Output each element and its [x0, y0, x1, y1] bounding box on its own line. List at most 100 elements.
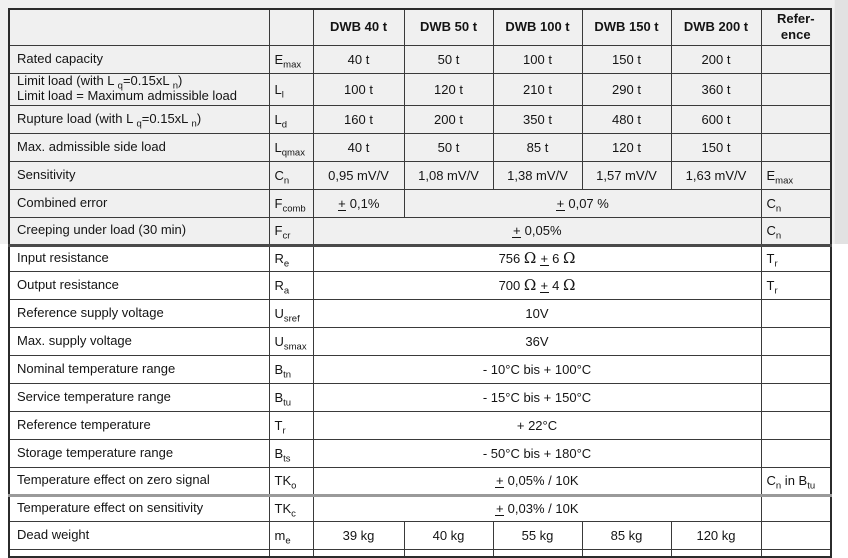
value-cell: 100 t [312, 72, 405, 106]
col-header-dwb-200-t: DWB 200 t [670, 8, 762, 46]
row-combined-error: Combined error Fcomb + 0,1% + 0,07 % Cn [8, 188, 832, 218]
plus-minus-sign: + [539, 277, 549, 293]
reference-cell [760, 493, 832, 522]
symbol-cell: Ra [268, 270, 314, 300]
row-label: Rupture load (with L q=0.15xL n) [8, 104, 270, 134]
value-cell: 0,95 mV/V [312, 160, 405, 190]
cutoff-cell [760, 548, 832, 558]
reference-cell [760, 520, 832, 550]
value-cell: 360 t [670, 72, 762, 106]
subscript: n [191, 118, 197, 130]
value-cell: 100 t [492, 44, 583, 74]
reference-cell: Cn [760, 216, 832, 246]
ohm-sign: Ω [523, 249, 537, 267]
symbol-cell: TKo [268, 466, 314, 496]
plus-minus-sign: + [495, 501, 505, 516]
subscript: max [283, 59, 302, 71]
value-cell: + 0,1% [312, 188, 405, 218]
spec-table: DWB 40 t DWB 50 t DWB 100 t DWB 150 t DWB 20… [8, 8, 832, 558]
page-right-margin [834, 0, 848, 244]
value-cell: + 22°C [312, 410, 762, 440]
row-input-resistance: Input resistance Re 756 Ω + 6 Ω Tr [8, 243, 832, 272]
subscript: qmax [281, 147, 305, 159]
plus-minus-sign: + [556, 195, 565, 211]
subscript: smax [283, 341, 307, 353]
value-cell: + 0,07 % [403, 188, 762, 218]
reference-cell [760, 44, 832, 74]
reference-cell [760, 132, 832, 162]
row-side-load: Max. admissible side load Lqmax 40 t 50 t 85… [8, 132, 832, 162]
row-label: Reference supply voltage [8, 298, 270, 328]
subscript: o [291, 480, 297, 492]
reference-cell [760, 72, 832, 106]
reference-cell [760, 354, 832, 384]
value-cell: 85 kg [581, 520, 672, 550]
reference-cell [760, 298, 832, 328]
value-cell: 150 t [670, 132, 762, 162]
subscript: tu [283, 397, 292, 409]
symbol-cell: Tr [268, 410, 314, 440]
row-output-resistance: Output resistance Ra 700 Ω + 4 Ω Tr [8, 270, 832, 300]
subscript: sref [283, 313, 300, 325]
value-cell: 210 t [492, 72, 583, 106]
row-creeping: Creeping under load (30 min) Fcr + 0,05% Cn [8, 216, 832, 246]
subscript: ts [283, 453, 291, 465]
symbol-cell: Cn [268, 160, 314, 190]
row-label: Max. admissible side load [8, 132, 270, 162]
ohm-sign: Ω [563, 249, 576, 267]
symbol-cell: Fcomb [268, 188, 314, 218]
cutoff-cell [670, 548, 762, 558]
subscript: n [775, 203, 782, 215]
row-tk-sensitivity: Temperature effect on sensitivity TKc + 0,… [8, 493, 832, 522]
subscript: max [775, 175, 794, 187]
cutoff-row [8, 548, 832, 558]
symbol-cell: Usref [268, 298, 314, 328]
subscript: r [774, 258, 778, 270]
ohm-sign: Ω [563, 275, 576, 294]
value-cell: + 0,03% / 10K [312, 493, 762, 522]
subscript: l [281, 89, 284, 101]
value-cell: 39 kg [312, 520, 405, 550]
row-sensitivity: Sensitivity Cn 0,95 mV/V 1,08 mV/V 1,38 mV/V… [8, 160, 832, 190]
row-label: Limit load (with L q=0.15xL n) Limit load… [8, 72, 270, 106]
row-label: Nominal temperature range [8, 354, 270, 384]
reference-cell [760, 438, 832, 468]
row-storage-temp-range: Storage temperature range Bts - 50°C bis +… [8, 438, 832, 468]
value-cell: 120 t [581, 132, 672, 162]
reference-cell: Tr [760, 270, 832, 300]
row-label: Max. supply voltage [8, 326, 270, 356]
row-tk-zero-signal: Temperature effect on zero signal TKo + 0,… [8, 466, 832, 496]
value-cell: 350 t [492, 104, 583, 134]
reference-cell [760, 104, 832, 134]
subscript: d [281, 119, 288, 131]
value-cell: 290 t [581, 72, 672, 106]
row-service-temp-range: Service temperature range Btu - 15°C bis +… [8, 382, 832, 412]
value-cell: 600 t [670, 104, 762, 134]
value-cell: 200 t [670, 44, 762, 74]
row-label: Service temperature range [8, 382, 270, 412]
cutoff-cell [268, 548, 314, 558]
symbol-cell: Bts [268, 438, 314, 468]
subscript: r [282, 425, 286, 437]
row-ref-supply-voltage: Reference supply voltage Usref 10V [8, 298, 832, 328]
reference-cell: Cn in Btu [760, 466, 832, 496]
symbol-cell: Ll [268, 72, 314, 106]
row-label: Dead weight [8, 520, 270, 550]
subscript: e [283, 258, 290, 270]
subscript: r [774, 285, 778, 297]
ohm-sign: Ω [523, 275, 537, 294]
symbol-cell: Fcr [268, 216, 314, 246]
col-header-dwb-100-t: DWB 100 t [492, 8, 583, 46]
col-header-dwb-50-t: DWB 50 t [403, 8, 494, 46]
value-cell: 1,63 mV/V [670, 160, 762, 190]
row-nominal-temp-range: Nominal temperature range Btn - 10°C bis +… [8, 354, 832, 384]
row-label: Output resistance [8, 270, 270, 300]
subscript: n [283, 175, 290, 187]
value-cell: 36V [312, 326, 762, 356]
symbol-cell: TKc [268, 493, 314, 522]
subscript: n [775, 480, 782, 492]
value-cell: - 10°C bis + 100°C [312, 354, 762, 384]
symbol-cell: Lqmax [268, 132, 314, 162]
